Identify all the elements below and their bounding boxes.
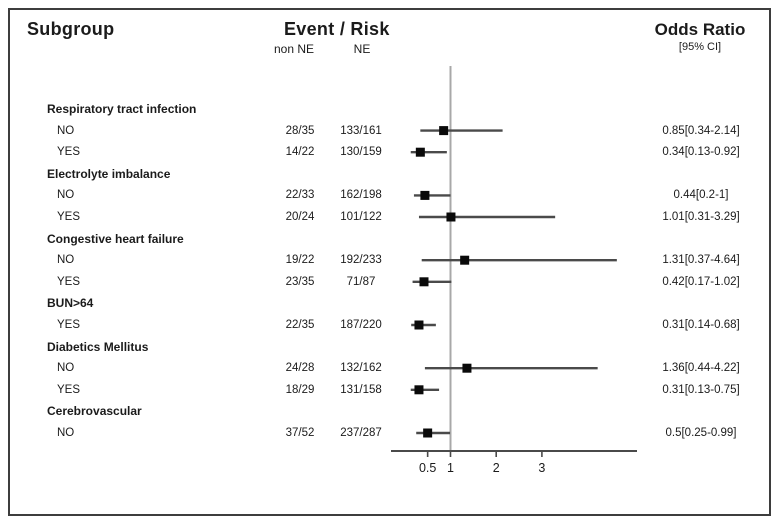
group-row: Respiratory tract infection bbox=[0, 101, 782, 117]
odds-ratio-ci-cell: 1.36[0.44-4.22] bbox=[662, 362, 740, 375]
row-label: Respiratory tract infection bbox=[47, 102, 197, 116]
event-nonne-cell: 23/35 bbox=[285, 275, 315, 288]
event-ne-cell: 187/220 bbox=[340, 319, 382, 331]
odds-ratio-ci-cell: 0.85[0.34-2.14] bbox=[662, 124, 740, 137]
row-label: BUN>64 bbox=[47, 296, 94, 311]
group-row: Electrolyte imbalance bbox=[0, 166, 782, 182]
row-label: NO bbox=[57, 254, 75, 267]
row-label: YES bbox=[57, 383, 81, 396]
event-nonne-cell: 22/35 bbox=[285, 319, 315, 331]
event-ne-cell: 162/198 bbox=[340, 189, 382, 202]
event-ne-cell: 132/162 bbox=[340, 362, 382, 375]
row-label: YES bbox=[57, 146, 81, 159]
row-label: NO bbox=[57, 427, 75, 439]
odds-ratio-ci-cell: 0.42[0.17-1.02] bbox=[662, 275, 740, 288]
row-label: Congestive heart failure bbox=[47, 231, 184, 246]
data-row: NO 24/28 132/162 1.36[0.44-4.22] bbox=[0, 360, 782, 376]
group-row: Cerebrovascular bbox=[0, 403, 782, 419]
event-ne-cell: 192/233 bbox=[340, 254, 382, 267]
odds-ratio-ci-cell: 0.34[0.13-0.92] bbox=[662, 146, 740, 159]
data-row: NO 22/33 162/198 0.44[0.2-1] bbox=[0, 187, 782, 203]
event-ne-cell: 133/161 bbox=[340, 124, 382, 137]
non-ne-column-header: non NE bbox=[273, 42, 315, 56]
data-row: NO 19/22 192/233 1.31[0.37-4.64] bbox=[0, 252, 782, 268]
event-nonne-cell: 18/29 bbox=[285, 383, 315, 396]
data-row: NO 37/52 237/287 0.5[0.25-0.99] bbox=[0, 425, 782, 441]
event-ne-cell: 130/159 bbox=[340, 146, 382, 159]
odds-ratio-ci-cell: 0.44[0.2-1] bbox=[673, 189, 729, 202]
event-nonne-cell: 20/24 bbox=[285, 211, 315, 223]
event-nonne-cell: 22/33 bbox=[285, 189, 315, 202]
odds-ratio-ci-cell: 0.31[0.14-0.68] bbox=[662, 319, 740, 331]
event-nonne-cell: 37/52 bbox=[285, 427, 315, 439]
data-row: YES 18/29 131/158 0.31[0.13-0.75] bbox=[0, 382, 782, 398]
odds-ratio-ci-cell: 0.31[0.13-0.75] bbox=[662, 383, 740, 396]
event-nonne-cell: 14/22 bbox=[285, 146, 315, 159]
row-label: NO bbox=[57, 189, 75, 202]
odds-ratio-header: Odds Ratio bbox=[654, 20, 746, 39]
row-label: Diabetics Mellitus bbox=[47, 339, 149, 354]
event-risk-header: Event / Risk bbox=[284, 19, 390, 39]
event-ne-cell: 71/87 bbox=[346, 275, 376, 288]
data-row: NO 28/35 133/161 0.85[0.34-2.14] bbox=[0, 123, 782, 139]
ne-column-header: NE bbox=[353, 42, 371, 56]
group-row: Diabetics Mellitus bbox=[0, 339, 782, 355]
figure-border bbox=[8, 8, 771, 516]
odds-ratio-ci-cell: 0.5[0.25-0.99] bbox=[665, 427, 737, 439]
odds-ratio-ci-cell: 1.01[0.31-3.29] bbox=[662, 211, 740, 223]
event-ne-cell: 101/122 bbox=[340, 211, 382, 223]
row-label: YES bbox=[57, 319, 81, 331]
event-ne-cell: 131/158 bbox=[340, 383, 382, 396]
row-label: Electrolyte imbalance bbox=[47, 166, 171, 181]
group-row: Congestive heart failure bbox=[0, 231, 782, 247]
ci-subheader: [95% CI] bbox=[678, 41, 722, 53]
row-label: NO bbox=[57, 124, 75, 137]
data-row: YES 22/35 187/220 0.31[0.14-0.68] bbox=[0, 317, 782, 333]
data-row: YES 23/35 71/87 0.42[0.17-1.02] bbox=[0, 274, 782, 290]
odds-ratio-ci-cell: 1.31[0.37-4.64] bbox=[662, 254, 740, 267]
row-label: YES bbox=[57, 275, 81, 288]
subgroup-header: Subgroup bbox=[27, 19, 115, 39]
event-nonne-cell: 24/28 bbox=[285, 362, 315, 375]
data-row: YES 20/24 101/122 1.01[0.31-3.29] bbox=[0, 209, 782, 225]
data-row: YES 14/22 130/159 0.34[0.13-0.92] bbox=[0, 144, 782, 160]
row-label: Cerebrovascular bbox=[47, 404, 142, 419]
row-label: NO bbox=[57, 362, 75, 375]
event-nonne-cell: 19/22 bbox=[285, 254, 315, 267]
event-ne-cell: 237/287 bbox=[340, 427, 382, 439]
row-label: YES bbox=[57, 211, 81, 223]
event-nonne-cell: 28/35 bbox=[285, 124, 315, 137]
group-row: BUN>64 bbox=[0, 295, 782, 311]
